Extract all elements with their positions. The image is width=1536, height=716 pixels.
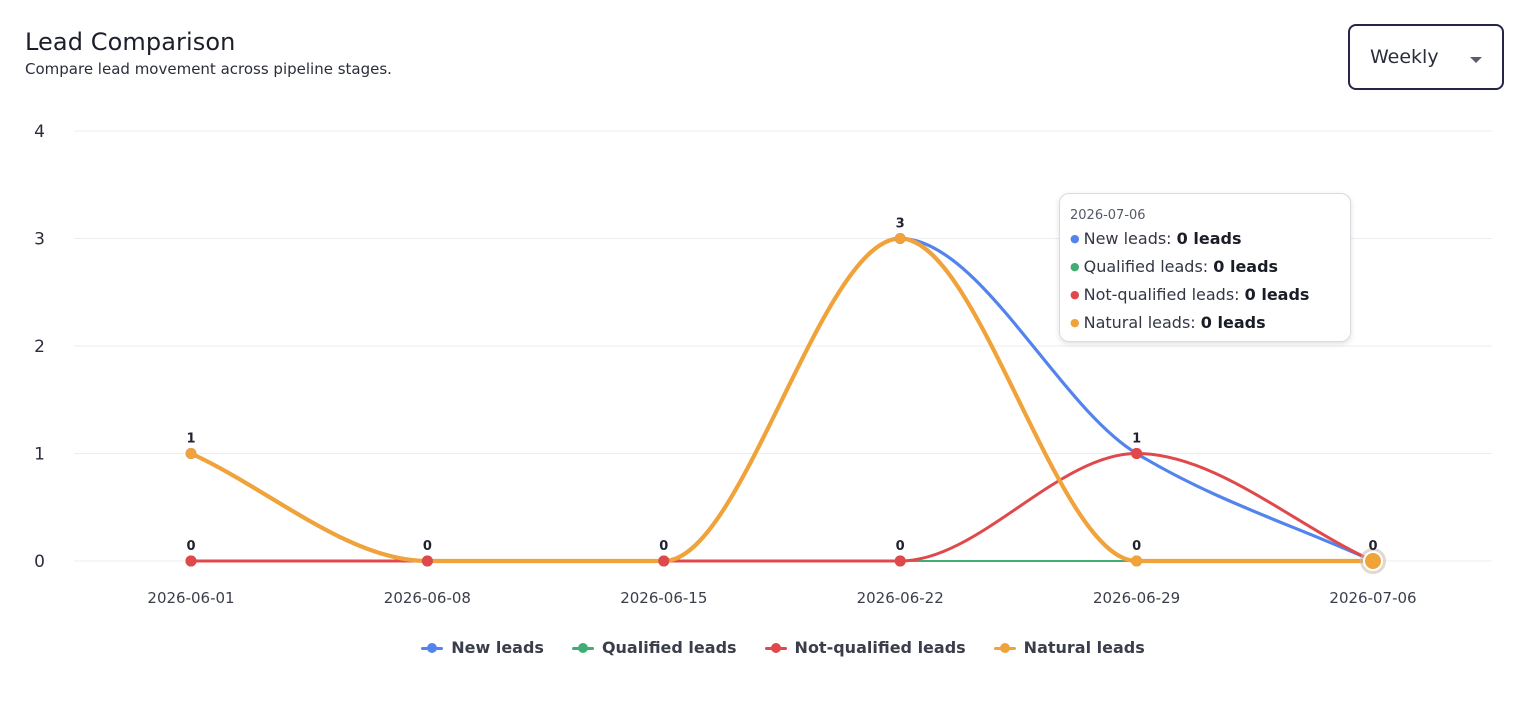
legend-label: Qualified leads <box>601 638 737 657</box>
data-label: 0 <box>896 539 905 554</box>
legend-marker-icon <box>764 642 787 654</box>
natural-leads-point <box>1131 555 1143 567</box>
legend-item-qualified-leads[interactable]: Qualified leads <box>571 638 737 657</box>
chart-legend: New leads Qualified leads Not-qualified le… <box>0 638 1536 657</box>
bullet-icon: ● <box>1070 232 1080 245</box>
legend-marker-icon <box>421 642 444 654</box>
tooltip-row-value: 0 leads <box>1213 257 1279 276</box>
legend-item-natural-leads[interactable]: Natural leads <box>993 638 1145 657</box>
legend-marker-icon <box>993 642 1016 654</box>
caret-down-icon <box>1470 57 1482 63</box>
not-qualified-leads-point <box>894 555 906 567</box>
x-tick-label: 2026-06-22 <box>857 589 944 607</box>
tooltip-row-value: 0 leads <box>1244 285 1310 304</box>
x-tick-label: 2026-07-06 <box>1329 589 1416 607</box>
tooltip-row: ● Not-qualified leads: 0 leads <box>1070 282 1340 310</box>
data-label: 0 <box>1368 539 1377 554</box>
not-qualified-leads-line <box>189 451 1375 563</box>
data-label: 1 <box>186 432 195 447</box>
x-tick-label: 2026-06-01 <box>147 589 234 607</box>
legend-marker-icon <box>571 642 594 654</box>
y-tick-label: 4 <box>34 122 45 142</box>
x-tick-label: 2026-06-29 <box>1093 589 1180 607</box>
period-select-value: Weekly <box>1370 46 1439 68</box>
chart-header: Lead Comparison Compare lead movement ac… <box>25 26 392 80</box>
tooltip-row: ● New leads: 0 leads <box>1070 226 1340 254</box>
tooltip-row-label: Natural leads: <box>1083 313 1201 332</box>
data-label: 3 <box>896 217 905 232</box>
legend-label: New leads <box>451 638 544 657</box>
not-qualified-leads-point <box>421 555 433 567</box>
chart-title: Lead Comparison <box>25 28 236 56</box>
period-select-dropdown[interactable]: Weekly <box>1348 24 1504 90</box>
natural-leads-point <box>185 448 197 459</box>
not-qualified-leads-point <box>185 555 197 567</box>
tooltip-row-value: 0 leads <box>1176 229 1242 248</box>
tooltip-row-label: Qualified leads: <box>1083 257 1214 276</box>
data-label: 0 <box>659 539 668 554</box>
legend-label: Not-qualified leads <box>794 638 966 657</box>
tooltip-row: ● Natural leads: 0 leads <box>1070 310 1340 338</box>
legend-item-not-qualified-leads[interactable]: Not-qualified leads <box>764 638 966 657</box>
legend-item-new-leads[interactable]: New leads <box>421 638 544 657</box>
not-qualified-leads-point <box>1131 448 1143 459</box>
highlighted-point <box>1363 551 1383 571</box>
x-tick-label: 2026-06-08 <box>384 589 471 607</box>
y-tick-label: 0 <box>34 552 45 572</box>
not-qualified-leads-point <box>658 555 670 567</box>
tooltip-row-label: New leads: <box>1083 229 1177 248</box>
data-label: 0 <box>423 539 432 554</box>
bullet-icon: ● <box>1070 316 1080 329</box>
data-label: 1 <box>1132 432 1141 447</box>
x-tick-label: 2026-06-15 <box>620 589 707 607</box>
data-label: 0 <box>186 539 195 554</box>
y-tick-label: 2 <box>34 337 45 357</box>
bullet-icon: ● <box>1070 260 1080 273</box>
lead-comparison-chart: 0 1 2 3 4 2026-06-01 2026-06-08 2026-06-15 2026-… <box>34 122 1492 607</box>
tooltip-row-label: Not-qualified leads: <box>1083 285 1245 304</box>
natural-leads-point <box>894 233 906 244</box>
y-tick-label: 3 <box>34 230 45 250</box>
chart-tooltip: 2026-07-06 ● New leads: 0 leads ● Qualified… <box>1059 193 1351 342</box>
y-tick-label: 1 <box>34 445 45 465</box>
tooltip-row-value: 0 leads <box>1200 313 1266 332</box>
bullet-icon: ● <box>1070 288 1080 301</box>
data-label: 0 <box>1132 539 1141 554</box>
tooltip-date: 2026-07-06 <box>1070 208 1146 223</box>
chart-subtitle: Compare lead movement across pipeline st… <box>25 60 392 78</box>
tooltip-row: ● Qualified leads: 0 leads <box>1070 254 1340 282</box>
legend-label: Natural leads <box>1023 638 1145 657</box>
